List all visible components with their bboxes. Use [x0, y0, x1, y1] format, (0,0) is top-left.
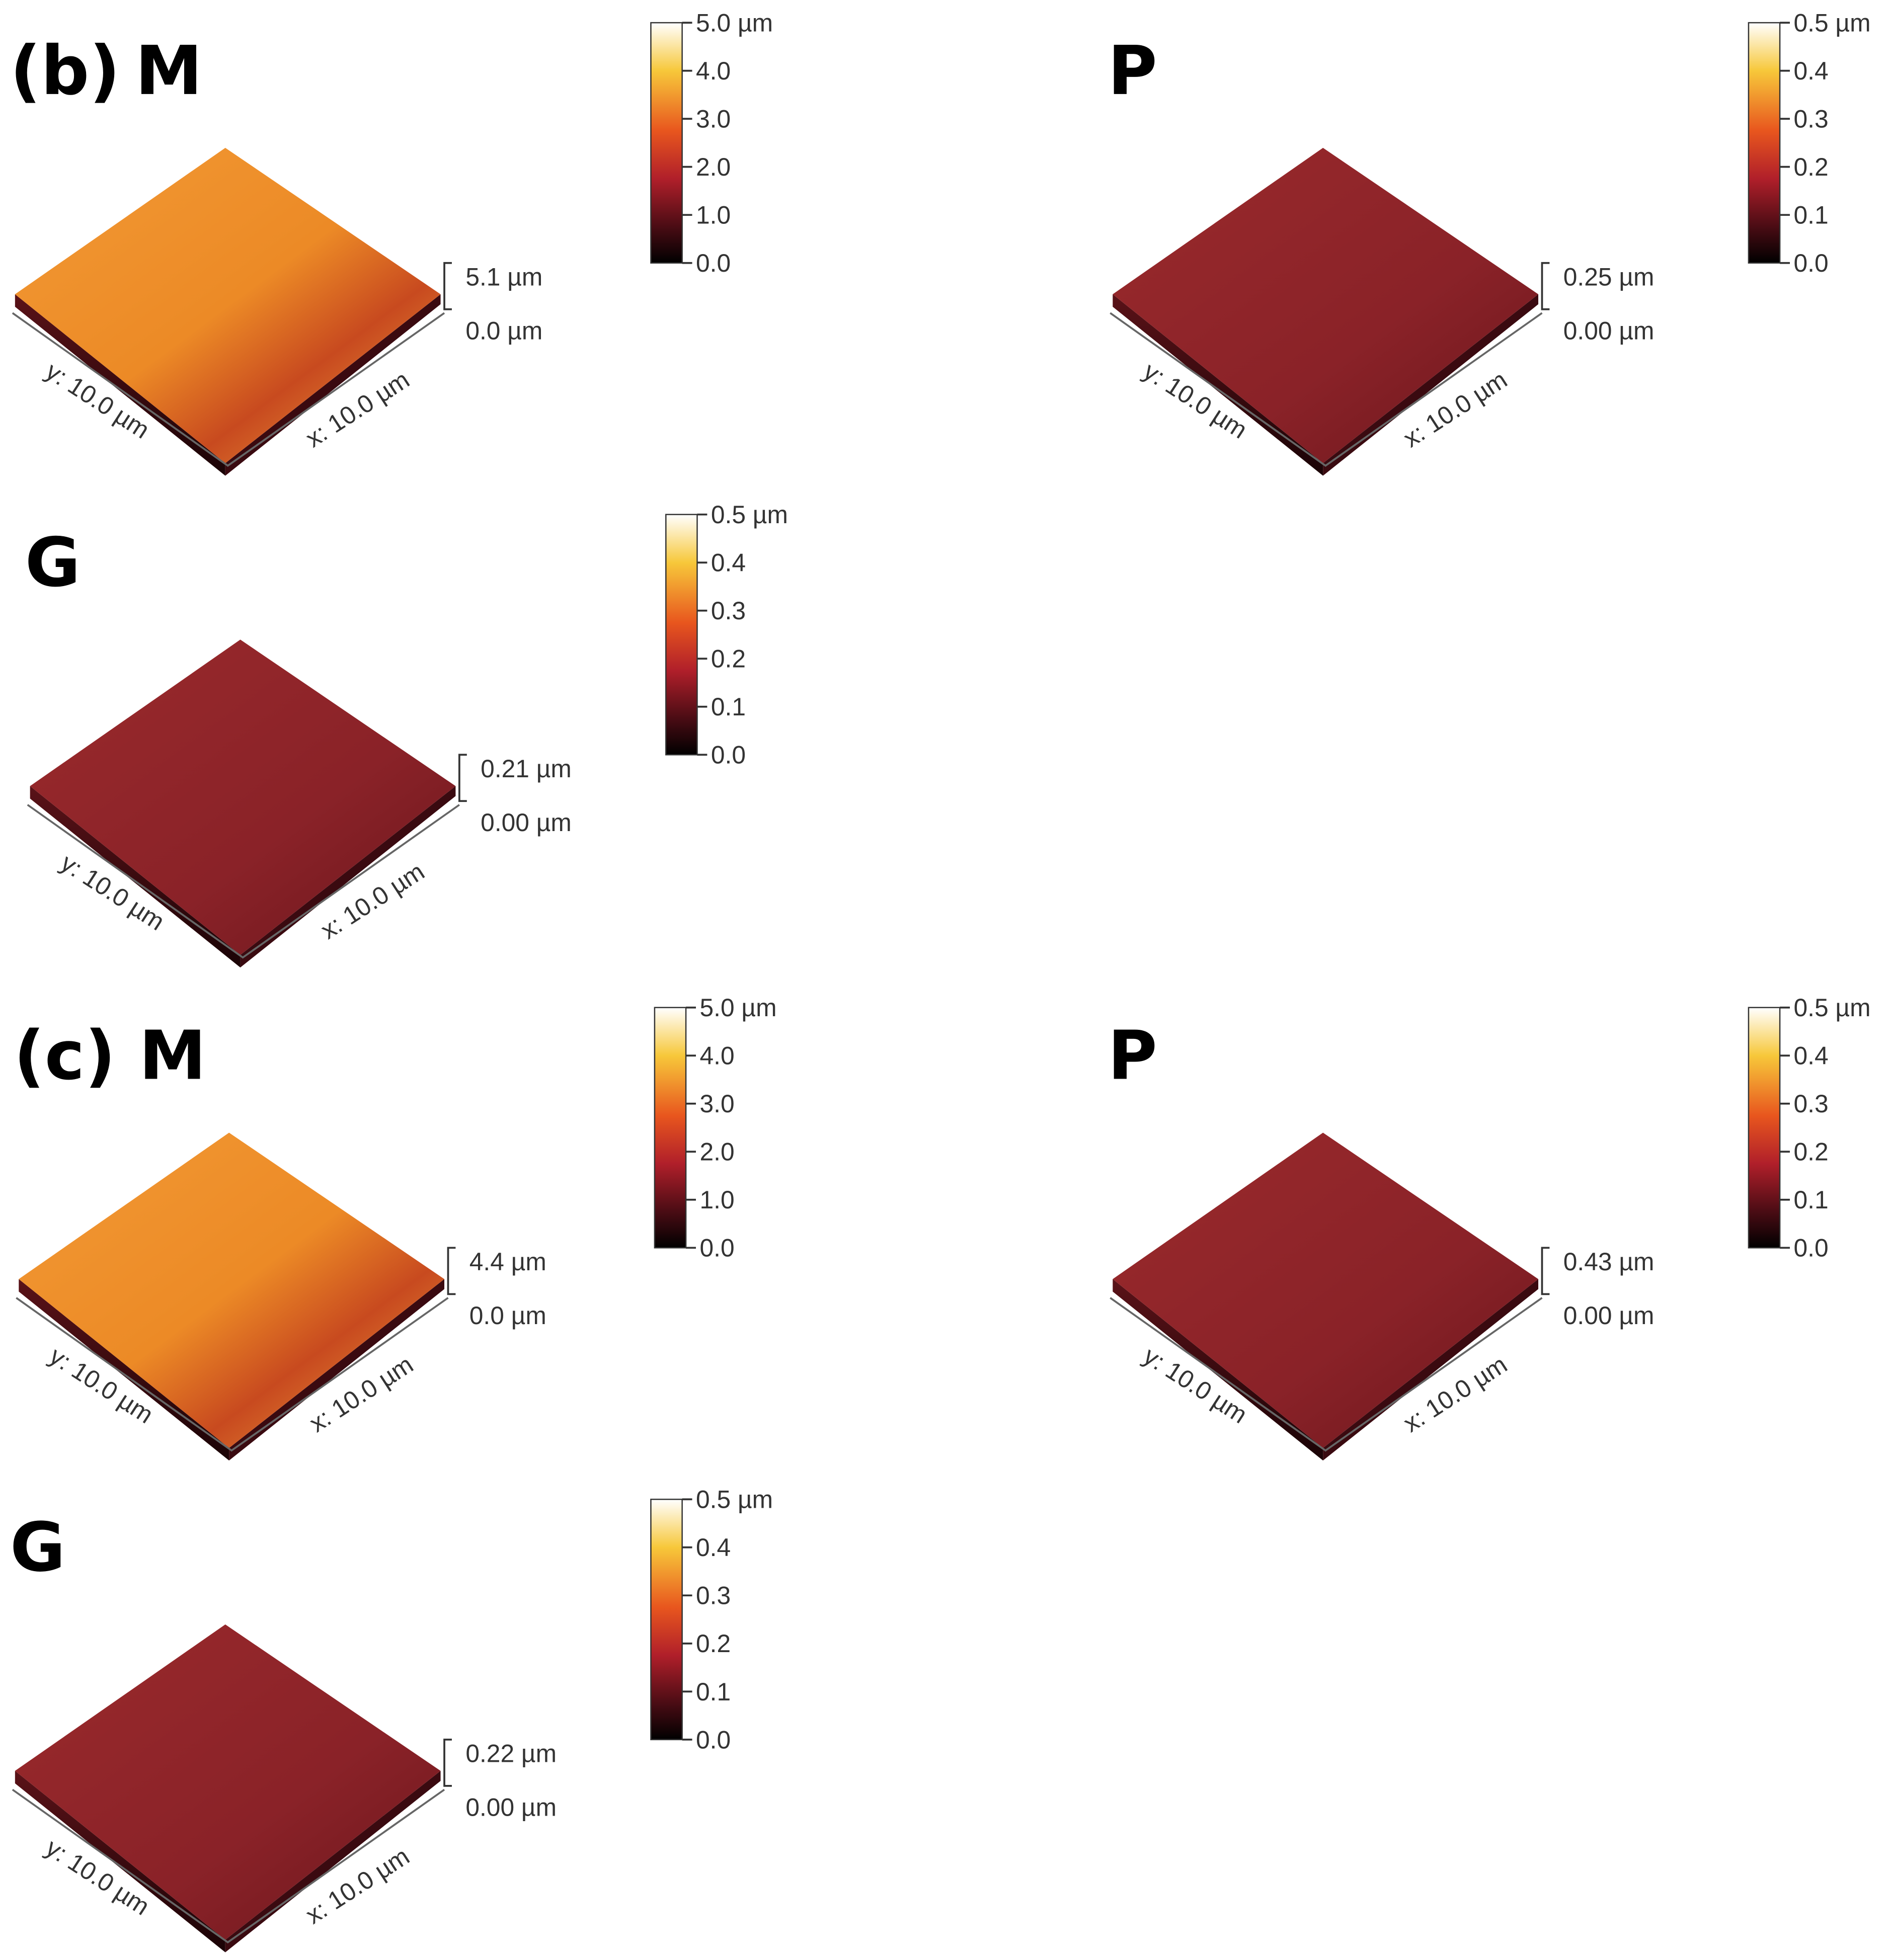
colorbar-label: 0.2	[711, 645, 746, 673]
colorbar	[650, 22, 683, 264]
colorbar-label: 1.0	[699, 1186, 734, 1214]
z-min-label: 0.00 µm	[465, 1793, 557, 1822]
base-axis	[1110, 312, 1543, 467]
afm-panel: P0.5 µm0.40.30.20.10.00.43 µm0.00 µmy: 1…	[1108, 994, 1871, 1461]
z-scale	[443, 262, 452, 310]
sample-name: M	[135, 31, 203, 110]
colorbar-label: 0.3	[711, 597, 746, 625]
colorbar-label: 0.3	[696, 1582, 731, 1610]
colorbar-label: 5.0 µm	[696, 9, 773, 37]
surface	[15, 147, 441, 463]
colorbar	[650, 1499, 683, 1741]
z-min-label: 0.00 µm	[1563, 316, 1655, 345]
base-axis	[16, 1297, 449, 1452]
sample-name: G	[10, 1508, 65, 1587]
afm-panel: (c) M5.0 µm4.03.02.01.00.04.4 µm0.0 µmy: …	[14, 994, 777, 1461]
colorbar-label: 0.4	[1793, 1042, 1828, 1070]
surface-side	[1113, 1279, 1323, 1461]
z-min-label: 0.0 µm	[465, 316, 542, 345]
colorbar-label: 0.4	[1793, 57, 1828, 85]
z-max-label: 0.22 µm	[465, 1740, 557, 1768]
colorbar-label: 4.0	[699, 1042, 734, 1070]
z-min-label: 0.00 µm	[481, 808, 572, 837]
colorbar	[1748, 22, 1781, 264]
z-max-label: 0.25 µm	[1563, 263, 1655, 291]
afm-panel: (b) M5.0 µm4.03.02.01.00.05.1 µm0.0 µmy: …	[10, 9, 773, 476]
z-max-label: 0.21 µm	[481, 755, 572, 783]
sample-name: G	[25, 523, 81, 602]
surface	[1113, 147, 1539, 463]
colorbar-label: 5.0 µm	[699, 994, 776, 1022]
colorbar-label: 0.0	[696, 249, 731, 277]
colorbar-label: 0.2	[696, 1629, 731, 1658]
colorbar-label: 0.5 µm	[696, 1486, 773, 1514]
colorbar-label: 0.4	[696, 1533, 731, 1562]
surface	[15, 1624, 441, 1940]
z-max-label: 0.43 µm	[1563, 1248, 1655, 1276]
surface-side	[15, 294, 225, 476]
surface-side	[19, 1279, 229, 1461]
colorbar-label: 2.0	[699, 1138, 734, 1166]
z-scale	[1541, 1247, 1550, 1295]
colorbar-label: 1.0	[696, 201, 731, 229]
z-min-label: 0.00 µm	[1563, 1301, 1655, 1330]
z-max-label: 4.4 µm	[469, 1248, 546, 1276]
afm-panel: G0.5 µm0.40.30.20.10.00.22 µm0.00 µmy: 1…	[10, 1486, 773, 1952]
sample-name: P	[1108, 1016, 1157, 1095]
z-scale	[447, 1247, 456, 1295]
base-axis	[12, 1788, 445, 1944]
z-max-label: 5.1 µm	[465, 263, 542, 291]
colorbar	[654, 1007, 687, 1249]
colorbar-label: 3.0	[696, 105, 731, 133]
colorbar-label: 0.5 µm	[1793, 994, 1870, 1022]
colorbar-label: 4.0	[696, 57, 731, 85]
colorbar-label: 0.1	[711, 693, 746, 721]
base-axis	[27, 804, 460, 959]
colorbar-label: 0.5 µm	[711, 501, 788, 529]
colorbar-label: 0.5 µm	[1793, 9, 1870, 37]
base-axis	[1110, 1297, 1543, 1452]
z-scale	[458, 754, 467, 802]
surface	[19, 1132, 445, 1448]
afm-panel: P0.5 µm0.40.30.20.10.00.25 µm0.00 µmy: 1…	[1108, 9, 1871, 476]
panel-label: (c)	[14, 1016, 115, 1095]
sample-name: P	[1108, 31, 1157, 110]
z-scale	[443, 1738, 452, 1787]
panel-label: (b)	[10, 31, 120, 110]
colorbar-label: 0.0	[1793, 249, 1828, 277]
colorbar-label: 0.0	[696, 1726, 731, 1754]
colorbar	[665, 514, 698, 756]
sample-name: M	[139, 1016, 206, 1095]
colorbar-label: 3.0	[699, 1090, 734, 1118]
base-axis	[12, 312, 445, 467]
surface	[30, 639, 456, 955]
z-scale	[1541, 262, 1550, 310]
colorbar-label: 0.0	[711, 741, 746, 769]
surface-side	[15, 1771, 225, 1952]
colorbar-label: 0.4	[711, 549, 746, 577]
colorbar-label: 0.1	[696, 1678, 731, 1706]
afm-panel: G0.5 µm0.40.30.20.10.00.21 µm0.00 µmy: 1…	[25, 501, 788, 968]
colorbar-label: 0.1	[1793, 1186, 1828, 1214]
colorbar-label: 0.0	[699, 1234, 734, 1262]
surface-side	[1113, 294, 1323, 476]
surface-side	[30, 786, 241, 968]
colorbar-label: 0.3	[1793, 1090, 1828, 1118]
colorbar-label: 2.0	[696, 153, 731, 181]
colorbar-label: 0.3	[1793, 105, 1828, 133]
colorbar-label: 0.1	[1793, 201, 1828, 229]
surface	[1113, 1132, 1539, 1448]
colorbar-label: 0.2	[1793, 1138, 1828, 1166]
z-min-label: 0.0 µm	[469, 1301, 546, 1330]
colorbar-label: 0.0	[1793, 1234, 1828, 1262]
colorbar	[1748, 1007, 1781, 1249]
colorbar-label: 0.2	[1793, 153, 1828, 181]
